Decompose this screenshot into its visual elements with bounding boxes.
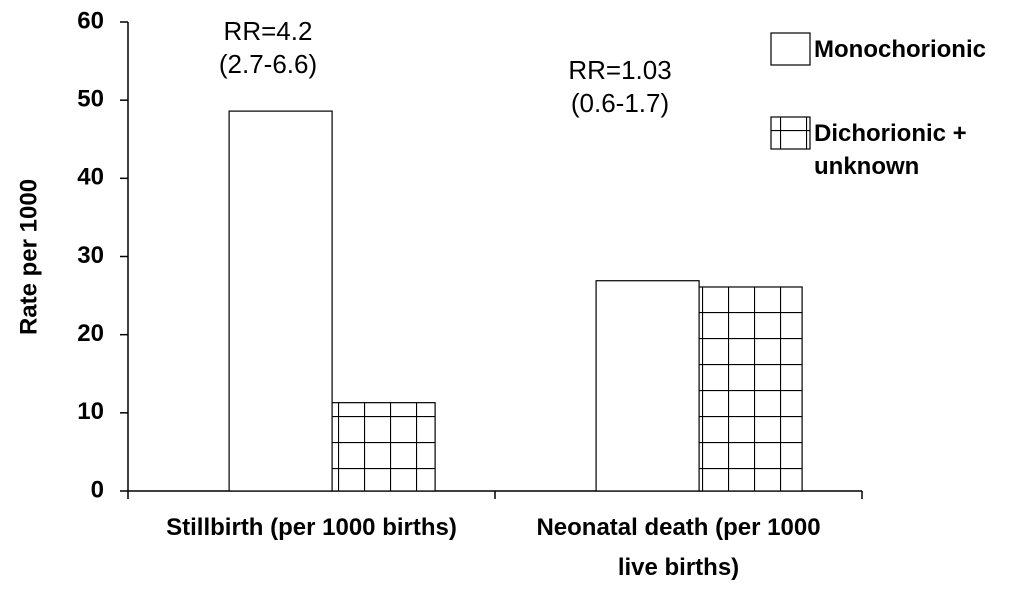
y-tick-label: 30 <box>77 242 104 269</box>
y-tick-label: 50 <box>77 86 104 113</box>
legend-label: Dichorionic + unknown <box>814 120 967 180</box>
annotation: RR=1.03 <box>568 55 671 85</box>
y-tick-label: 20 <box>77 320 104 347</box>
bar <box>595 280 700 492</box>
y-tick-label: 60 <box>77 7 104 34</box>
legend-swatch <box>770 116 811 150</box>
x-tick-label: Stillbirth (per 1000 births) <box>166 514 457 541</box>
y-tick-label: 40 <box>77 164 104 191</box>
y-tick-label: 10 <box>77 398 104 425</box>
x-tick-label: Neonatal death (per 1000 live births) <box>536 514 821 581</box>
legend-swatch <box>770 32 811 66</box>
annotation: (2.7-6.6) <box>219 49 317 79</box>
annotation: (0.6-1.7) <box>571 88 669 118</box>
bar <box>331 402 436 492</box>
bar <box>698 286 803 492</box>
y-tick-label: 0 <box>91 476 104 503</box>
annotation: RR=4.2 <box>224 16 313 46</box>
bar <box>228 110 333 492</box>
legend-label: Monochorionic <box>814 36 986 63</box>
y-axis-label: Rate per 1000 <box>15 179 42 335</box>
